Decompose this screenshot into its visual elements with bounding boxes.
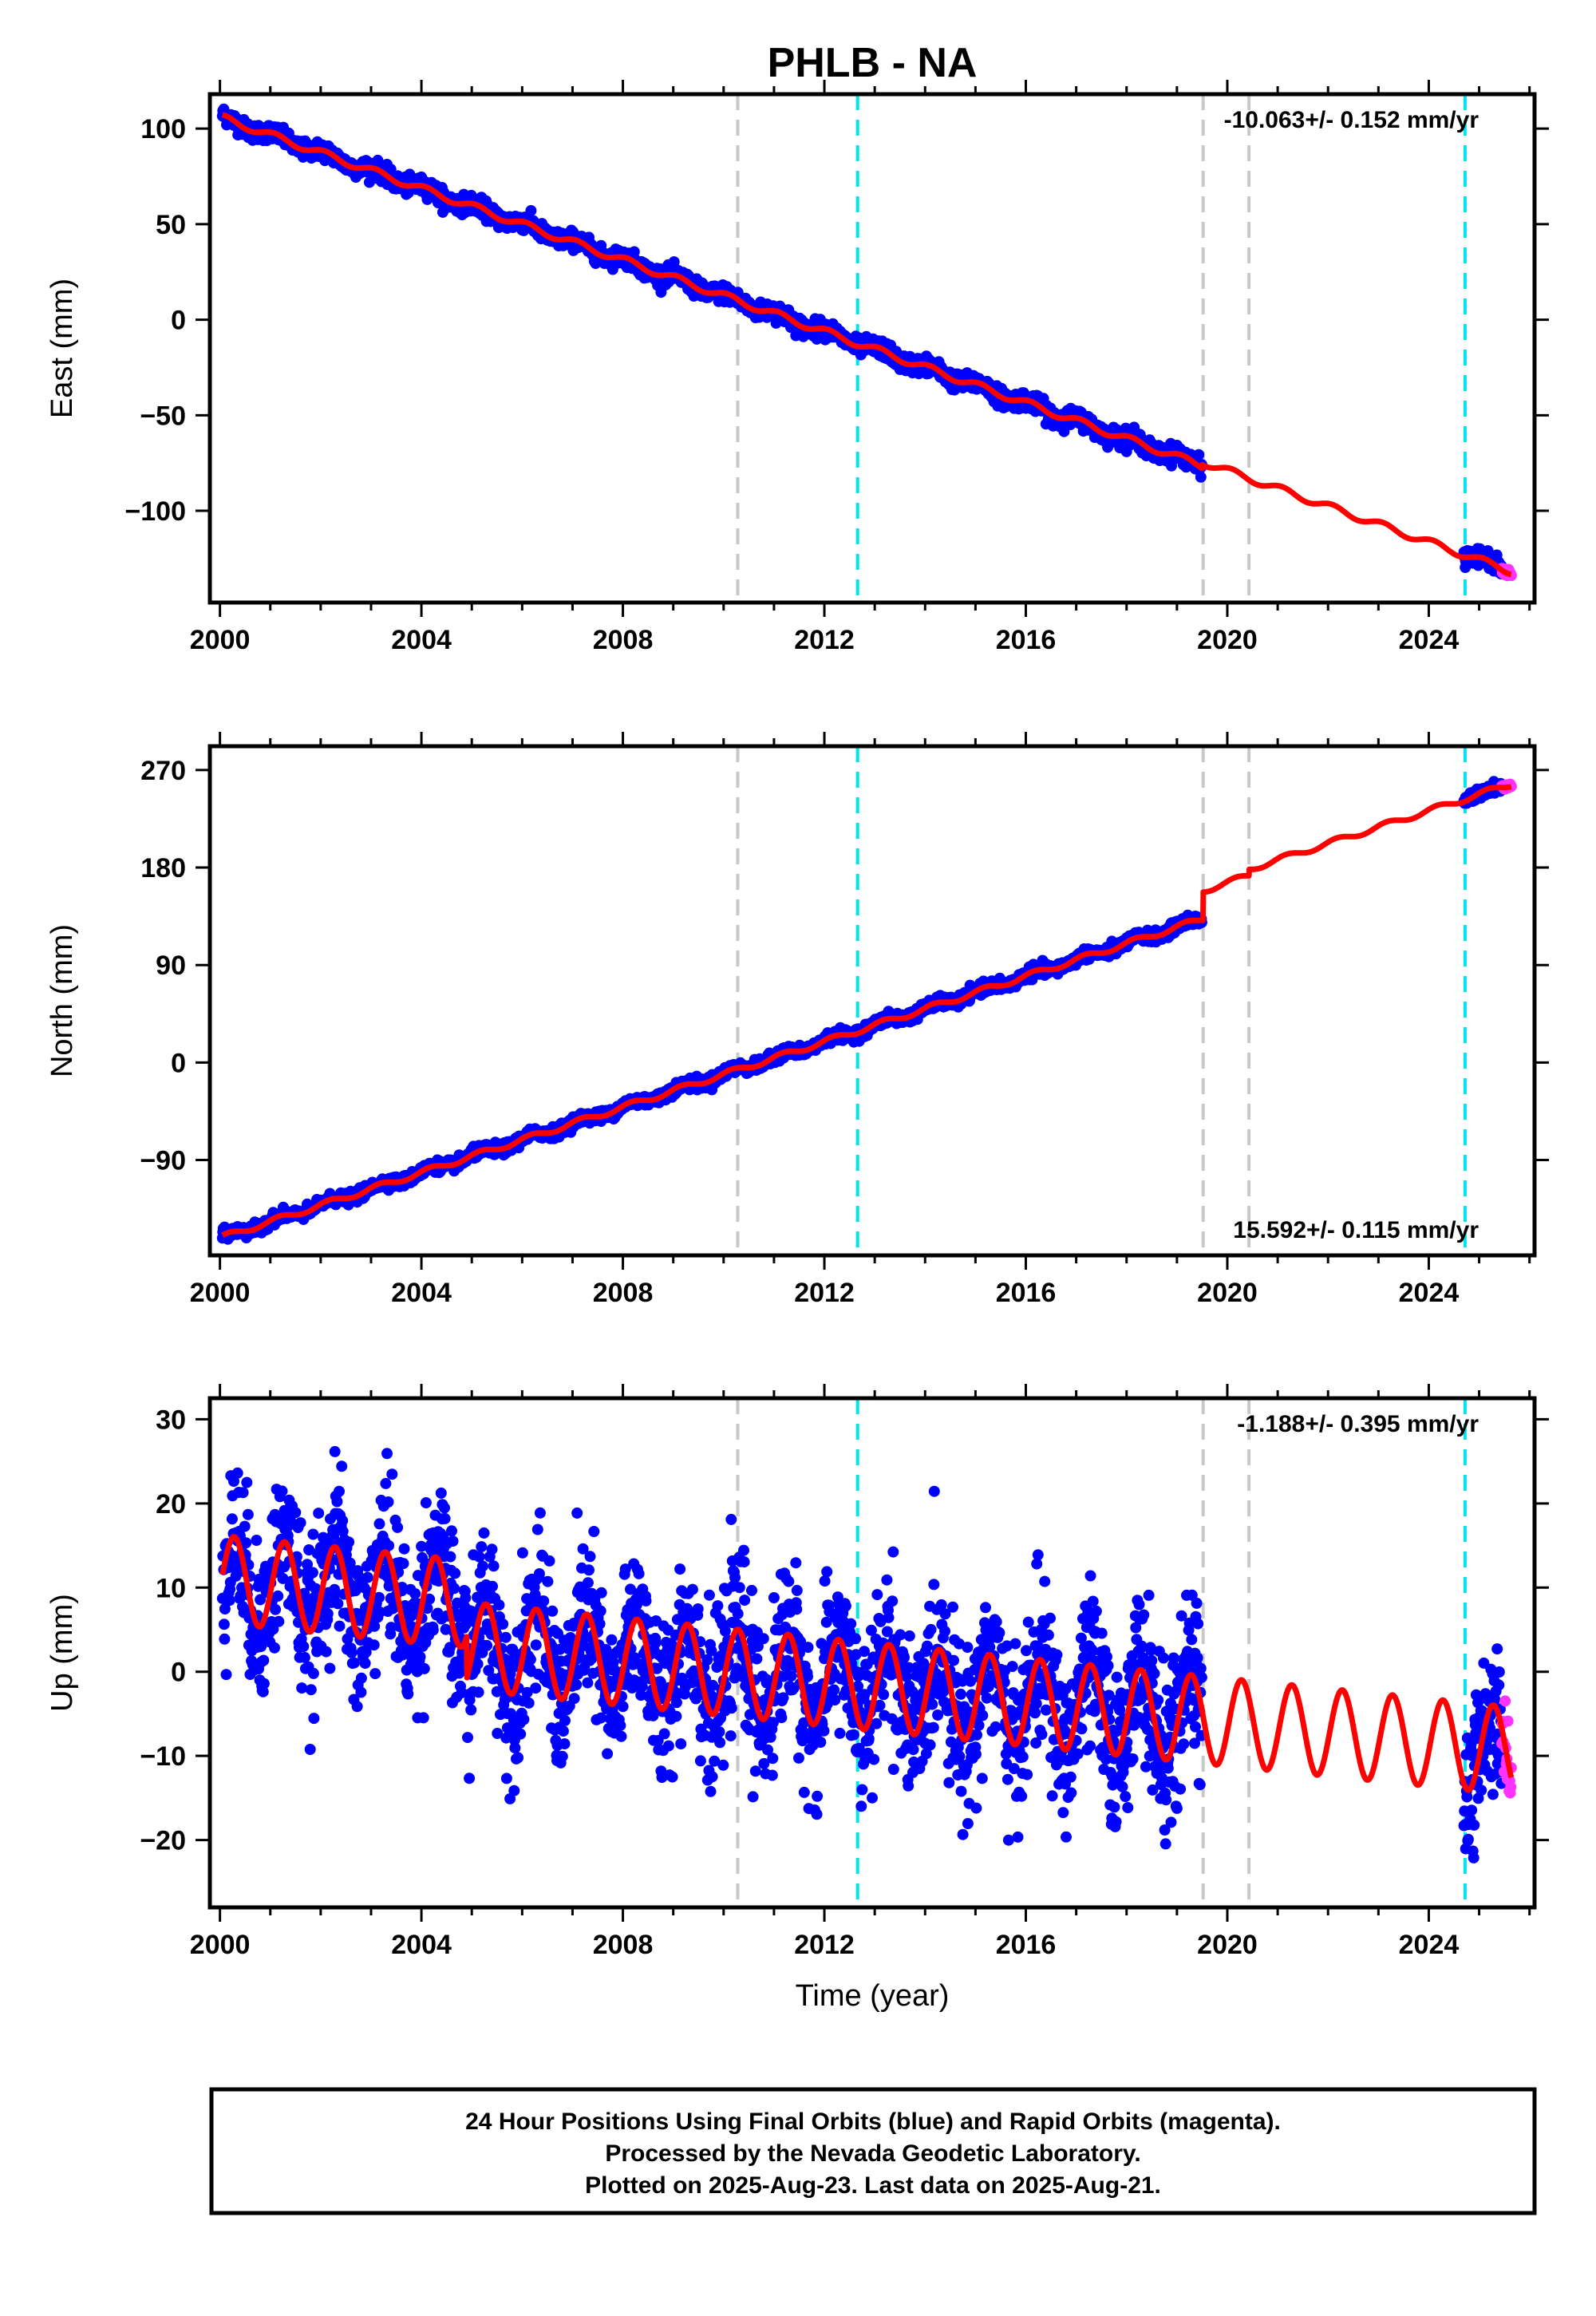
- final-position-point: [231, 1467, 243, 1479]
- final-positions-series: [216, 103, 1507, 579]
- chart-title: PHLB - NA: [768, 40, 978, 86]
- final-position-point: [1193, 449, 1205, 460]
- final-position-point: [239, 1520, 251, 1532]
- y-tick-label: 0: [171, 306, 186, 336]
- y-tick-label: −90: [140, 1146, 186, 1176]
- x-tick-label: 2016: [996, 1278, 1057, 1308]
- final-position-point: [223, 1595, 235, 1607]
- y-tick-label: −100: [124, 496, 186, 527]
- y-tick-label: 180: [140, 853, 186, 883]
- x-tick-label: 2012: [794, 1278, 855, 1308]
- y-axis-title: North (mm): [45, 924, 79, 1077]
- x-tick-label: 2024: [1399, 1278, 1460, 1308]
- final-position-point: [1195, 471, 1207, 483]
- final-position-point: [525, 205, 537, 216]
- velocity-rate-label: -10.063+/- 0.152 mm/yr: [1224, 107, 1479, 133]
- final-positions-series: [216, 1445, 1507, 1863]
- up-panel: 2000 2004 2008 2012 2016 2020 2024−20−10010203…: [45, 1384, 1549, 2013]
- final-position-point: [218, 1618, 230, 1630]
- y-tick-label: 0: [171, 1048, 186, 1078]
- x-tick-label: 2004: [391, 625, 452, 655]
- velocity-rate-label: 15.592+/- 0.115 mm/yr: [1233, 1217, 1479, 1243]
- y-axis-title: East (mm): [45, 279, 79, 418]
- y-tick-label: 50: [156, 210, 186, 240]
- y-tick-label: −50: [140, 401, 186, 431]
- final-positions-series: [216, 776, 1507, 1245]
- y-tick-label: 270: [140, 756, 186, 786]
- plot-area: [216, 94, 1517, 603]
- x-tick-label: 2008: [593, 1278, 654, 1308]
- y-tick-label: 90: [156, 951, 186, 981]
- x-tick-label: 2008: [593, 625, 654, 655]
- x-tick-label: 2020: [1197, 1278, 1258, 1308]
- east-panel: 2000 2004 2008 2012 2016 2020 2024 −100 −50 0 50 10…: [45, 80, 1549, 655]
- final-position-point: [237, 1487, 249, 1499]
- final-position-point: [219, 1633, 231, 1645]
- x-tick-label: 2012: [794, 625, 855, 655]
- plot-area: [216, 746, 1517, 1255]
- x-tick-label: 2004: [391, 1278, 452, 1308]
- final-position-point: [220, 1669, 232, 1681]
- x-tick-label: 2000: [190, 625, 251, 655]
- north-panel: 2000 2004 2008 2012 2016 2020 2024 −90 0 90 180 270…: [45, 732, 1549, 1308]
- plot-area: [216, 1398, 1517, 1907]
- x-tick-label: 2024: [1399, 625, 1460, 655]
- x-tick-label: 2016: [996, 625, 1057, 655]
- model-fit-line: [219, 112, 1514, 578]
- x-tick-label: 2000: [190, 1278, 251, 1308]
- y-tick-label: 100: [140, 114, 186, 144]
- final-position-point: [226, 1513, 238, 1525]
- x-tick-label: 2020: [1197, 625, 1258, 655]
